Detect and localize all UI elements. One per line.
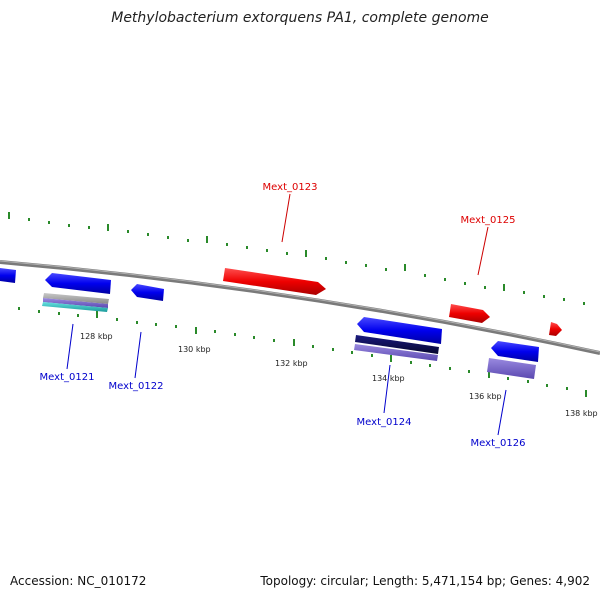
gene-label-mext-0124: Mext_0124 <box>357 417 412 428</box>
gene-mext-0121[interactable] <box>45 273 111 294</box>
gene-label-mext-0126: Mext_0126 <box>471 438 526 449</box>
reverse-strand-genes <box>0 268 539 379</box>
gene-mext-0122[interactable] <box>131 284 164 301</box>
gene-mext-0126-feature-light <box>487 358 536 379</box>
inner-tick-ring <box>18 307 587 397</box>
gene-mext-0124[interactable] <box>357 317 442 344</box>
genome-backbone <box>0 260 600 355</box>
accession-label: Accession: NC_010172 <box>10 574 147 588</box>
gene-mext-0123[interactable] <box>223 268 326 295</box>
map-title: Methylobacterium extorquens PA1, complet… <box>111 10 489 26</box>
gene-mext-0125[interactable] <box>449 304 490 323</box>
gene-label-mext-0121: Mext_0121 <box>40 372 95 383</box>
forward-gene-partial[interactable] <box>549 322 562 336</box>
gene-mext-0124-feature-dark <box>355 335 439 354</box>
gene-mext-0124-feature-light <box>354 344 438 361</box>
tick-label: 138 kbp <box>565 409 598 418</box>
forward-strand-genes <box>223 268 562 336</box>
gene-label-mext-0125: Mext_0125 <box>461 215 516 226</box>
gene-label-mext-0122: Mext_0122 <box>109 381 164 392</box>
gene-mext-0121-feature-light <box>43 298 108 308</box>
tick-label: 132 kbp <box>275 359 308 368</box>
outer-tick-ring <box>8 212 585 305</box>
label-leaders <box>66 193 507 436</box>
tick-label: 136 kbp <box>469 392 502 401</box>
tick-label: 128 kbp <box>80 332 113 341</box>
tick-label: 130 kbp <box>178 345 211 354</box>
genome-summary: Topology: circular; Length: 5,471,154 bp… <box>260 574 590 588</box>
reverse-gene-partial[interactable] <box>0 268 16 283</box>
gene-label-mext-0123: Mext_0123 <box>263 182 318 193</box>
gene-mext-0121-feature-cyan <box>42 302 108 312</box>
gene-mext-0121-feature-grey <box>43 293 109 304</box>
gene-mext-0126[interactable] <box>491 341 539 362</box>
